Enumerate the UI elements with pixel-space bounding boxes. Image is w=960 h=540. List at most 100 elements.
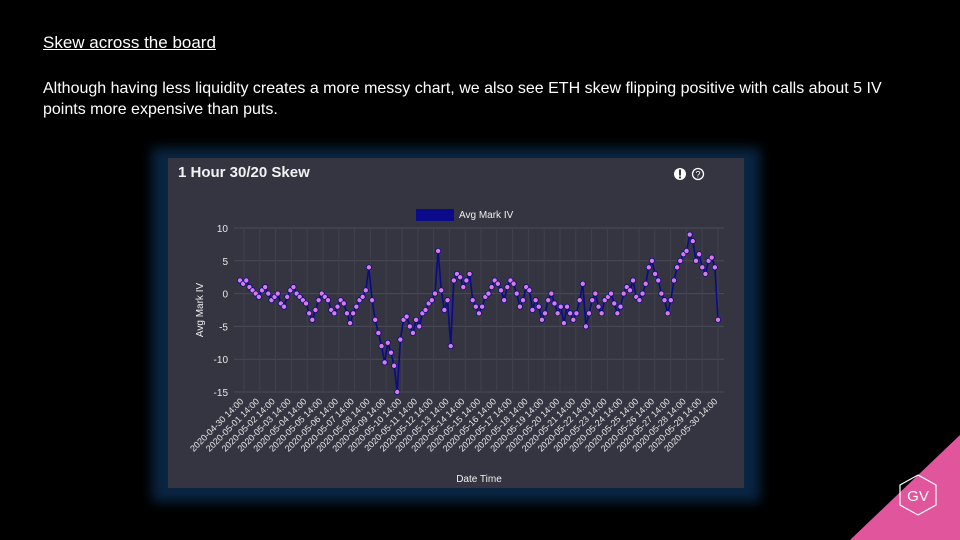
- data-point: [290, 284, 297, 291]
- data-point: [592, 290, 599, 297]
- legend-swatch: [416, 209, 454, 221]
- data-point: [598, 310, 605, 317]
- data-point: [343, 310, 350, 317]
- data-point: [312, 306, 319, 313]
- data-point: [630, 277, 637, 284]
- data-point: [384, 339, 391, 346]
- data-point: [608, 290, 615, 297]
- data-point: [683, 247, 690, 254]
- data-point: [416, 323, 423, 330]
- data-point: [475, 310, 482, 317]
- data-point: [469, 297, 476, 304]
- data-point: [435, 247, 442, 254]
- data-point: [696, 251, 703, 258]
- question-circle-icon[interactable]: ?: [691, 167, 705, 181]
- data-point: [554, 310, 561, 317]
- data-point: [532, 297, 539, 304]
- data-point: [595, 303, 602, 310]
- data-point: [617, 303, 624, 310]
- data-point: [444, 297, 451, 304]
- data-point: [586, 310, 593, 317]
- data-point: [284, 293, 291, 300]
- data-point: [560, 320, 567, 327]
- data-point: [520, 297, 527, 304]
- data-point: [450, 277, 457, 284]
- data-point: [711, 264, 718, 271]
- data-point: [262, 284, 269, 291]
- data-point: [463, 277, 470, 284]
- data-point: [661, 297, 668, 304]
- brand-logo-text: GV: [907, 488, 929, 505]
- exclamation-circle-icon[interactable]: [674, 168, 686, 180]
- data-point: [325, 297, 332, 304]
- data-point: [639, 290, 646, 297]
- data-point: [460, 284, 467, 291]
- data-point: [670, 277, 677, 284]
- data-point: [265, 290, 272, 297]
- data-point: [387, 349, 394, 356]
- data-point: [255, 293, 262, 300]
- data-point: [243, 277, 250, 284]
- data-point: [620, 290, 627, 297]
- data-point: [406, 323, 413, 330]
- data-point: [397, 336, 404, 343]
- data-point: [648, 257, 655, 264]
- data-point: [472, 303, 479, 310]
- data-point: [652, 270, 659, 277]
- data-point: [403, 313, 410, 320]
- data-point: [466, 270, 473, 277]
- y-tick-label: -15: [214, 388, 229, 399]
- brand-corner: GV: [850, 435, 960, 540]
- data-point: [334, 303, 341, 310]
- data-point: [365, 264, 372, 271]
- data-point: [570, 316, 577, 323]
- data-point: [347, 320, 354, 327]
- data-point: [391, 362, 398, 369]
- data-point: [422, 306, 429, 313]
- data-point: [702, 270, 709, 277]
- data-point: [498, 287, 505, 294]
- data-point: [579, 280, 586, 287]
- y-tick-label: 10: [217, 224, 229, 235]
- data-point: [274, 290, 281, 297]
- data-point: [626, 287, 633, 294]
- data-point: [303, 300, 310, 307]
- data-point: [441, 306, 448, 313]
- skew-chart-panel: 1 Hour 30/20 Skew ? 10 5 0 -5 -10 -15 2020-04-…: [168, 158, 744, 488]
- data-point: [315, 297, 322, 304]
- y-tick-label: -10: [214, 355, 229, 366]
- data-point: [378, 343, 385, 350]
- data-point: [510, 280, 517, 287]
- data-point: [582, 323, 589, 330]
- slide-body-text: Although having less liquidity creates a…: [43, 80, 882, 118]
- data-point: [375, 329, 382, 336]
- data-point: [636, 297, 643, 304]
- data-point: [573, 310, 580, 317]
- data-point: [567, 310, 574, 317]
- data-point: [548, 290, 555, 297]
- data-point: [692, 257, 699, 264]
- data-point: [557, 303, 564, 310]
- data-point: [674, 264, 681, 271]
- data-point: [340, 300, 347, 307]
- data-point: [699, 264, 706, 271]
- data-point: [413, 316, 420, 323]
- data-point: [501, 297, 508, 304]
- data-point: [526, 287, 533, 294]
- x-axis-label: Date Time: [456, 474, 502, 485]
- data-point: [457, 274, 464, 281]
- data-point: [677, 257, 684, 264]
- data-point: [564, 303, 571, 310]
- data-point: [614, 310, 621, 317]
- data-point: [306, 310, 313, 317]
- data-point: [504, 284, 511, 291]
- svg-text:?: ?: [695, 170, 700, 180]
- data-point: [494, 280, 501, 287]
- data-point: [350, 310, 357, 317]
- data-point: [372, 316, 379, 323]
- data-point: [667, 297, 674, 304]
- data-point: [538, 316, 545, 323]
- data-point: [686, 231, 693, 238]
- data-point: [428, 297, 435, 304]
- data-point: [485, 290, 492, 297]
